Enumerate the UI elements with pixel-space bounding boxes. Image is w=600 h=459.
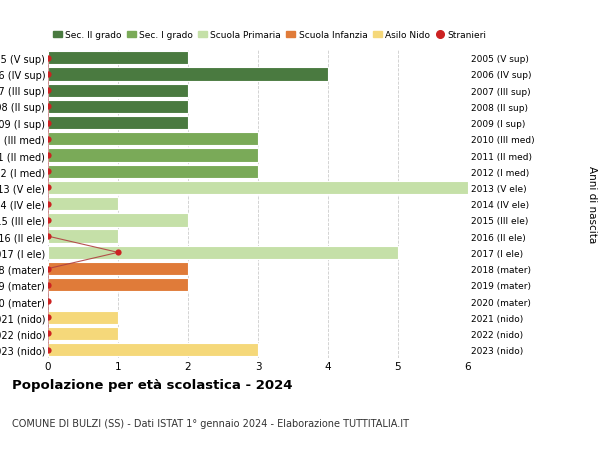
Bar — [48, 246, 398, 259]
Bar — [48, 343, 258, 357]
Bar — [48, 165, 258, 179]
Text: COMUNE DI BULZI (SS) - Dati ISTAT 1° gennaio 2024 - Elaborazione TUTTITALIA.IT: COMUNE DI BULZI (SS) - Dati ISTAT 1° gen… — [12, 418, 409, 428]
Bar — [48, 52, 188, 65]
Bar — [48, 311, 118, 324]
Bar — [48, 279, 188, 292]
Bar — [48, 198, 118, 211]
Bar — [48, 84, 188, 98]
Bar — [48, 133, 258, 146]
Bar — [48, 263, 188, 276]
Bar — [48, 327, 118, 341]
Bar — [48, 101, 188, 114]
Bar — [48, 181, 468, 195]
Bar — [48, 117, 188, 130]
Text: Anni di nascita: Anni di nascita — [587, 166, 597, 243]
Bar — [48, 214, 188, 227]
Legend: Sec. II grado, Sec. I grado, Scuola Primaria, Scuola Infanzia, Asilo Nido, Stran: Sec. II grado, Sec. I grado, Scuola Prim… — [53, 31, 487, 40]
Bar — [48, 149, 258, 162]
Bar — [48, 230, 118, 243]
Text: Popolazione per età scolastica - 2024: Popolazione per età scolastica - 2024 — [12, 379, 293, 392]
Bar — [48, 68, 328, 81]
